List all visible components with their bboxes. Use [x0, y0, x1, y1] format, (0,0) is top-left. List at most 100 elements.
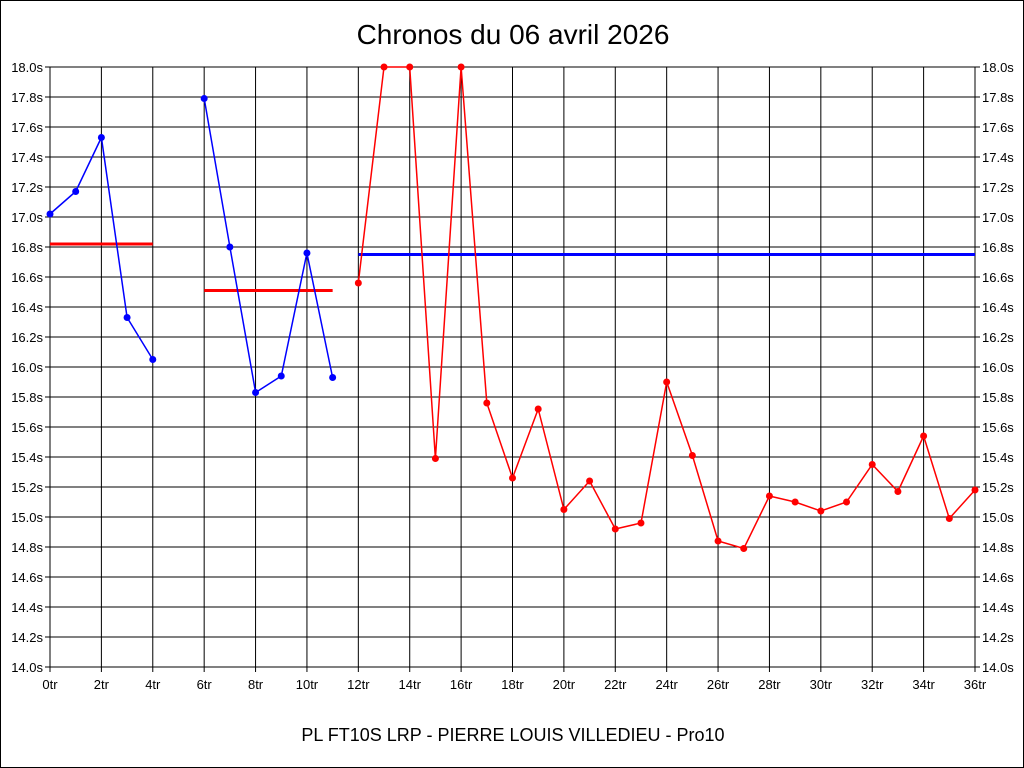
series-group [46, 63, 979, 552]
data-point [663, 378, 671, 386]
x-tick-label: 30tr [810, 677, 833, 692]
y-tick-label-right: 18.0s [982, 60, 1014, 75]
y-tick-label-right: 14.0s [982, 660, 1014, 675]
x-tick-label: 12tr [347, 677, 370, 692]
data-point [329, 374, 337, 381]
data-point [714, 537, 722, 545]
x-tick-label: 28tr [758, 677, 781, 692]
y-tick-label-right: 14.6s [982, 570, 1014, 585]
y-tick-label-left: 14.0s [11, 660, 43, 675]
y-tick-label-right: 17.2s [982, 180, 1014, 195]
y-tick-label-right: 14.8s [982, 540, 1014, 555]
y-tick-label-left: 16.6s [11, 270, 43, 285]
data-point [200, 95, 208, 102]
y-tick-label-right: 16.6s [982, 270, 1014, 285]
y-tick-label-left: 16.4s [11, 300, 43, 315]
data-point [688, 452, 696, 459]
data-point [97, 134, 105, 141]
chart-subtitle: PL FT10S LRP - PIERRE LOUIS VILLEDIEU - … [301, 725, 724, 745]
y-tick-label-left: 14.6s [11, 570, 43, 585]
x-tick-label: 14tr [399, 677, 422, 692]
data-point [817, 507, 825, 515]
x-tick-label: 0tr [42, 677, 58, 692]
x-tick-label: 22tr [604, 677, 627, 692]
y-tick-label-left: 15.8s [11, 390, 43, 405]
y-tick-label-right: 15.2s [982, 480, 1014, 495]
y-tick-label-right: 16.8s [982, 240, 1014, 255]
y-tick-label-left: 15.2s [11, 480, 43, 495]
y-tick-label-left: 16.0s [11, 360, 43, 375]
x-tick-label: 34tr [912, 677, 935, 692]
y-tick-label-left: 16.2s [11, 330, 43, 345]
y-tick-label-right: 16.4s [982, 300, 1014, 315]
data-point [406, 63, 414, 71]
data-point [765, 492, 773, 500]
y-tick-label-left: 14.4s [11, 600, 43, 615]
y-tick-label-right: 14.4s [982, 600, 1014, 615]
x-tick-label: 16tr [450, 677, 473, 692]
x-tick-label: 18tr [501, 677, 524, 692]
y-tick-label-left: 17.0s [11, 210, 43, 225]
y-tick-label-left: 14.8s [11, 540, 43, 555]
y-tick-label-right: 15.8s [982, 390, 1014, 405]
y-tick-label-left: 17.2s [11, 180, 43, 195]
data-point [252, 389, 260, 396]
average-lines [50, 242, 975, 292]
data-point [868, 461, 876, 468]
y-tick-label-right: 16.0s [982, 360, 1014, 375]
plot-border [49, 66, 976, 668]
series [354, 63, 979, 552]
data-point [380, 63, 388, 71]
y-tick-label-right: 17.0s [982, 210, 1014, 225]
data-point [894, 488, 902, 495]
data-point [123, 314, 131, 321]
data-point [46, 210, 54, 218]
y-tick-label-right: 17.4s [982, 150, 1014, 165]
y-tick-label-left: 17.6s [11, 120, 43, 135]
x-tick-label: 32tr [861, 677, 884, 692]
data-point [534, 405, 542, 413]
data-point [586, 477, 594, 485]
data-point [560, 506, 568, 513]
data-point [354, 279, 362, 287]
data-point [483, 399, 491, 407]
data-point [72, 188, 80, 195]
y-tick-label-right: 17.8s [982, 90, 1014, 105]
x-tick-label: 36tr [964, 677, 987, 692]
x-tick-label: 20tr [553, 677, 576, 692]
y-tick-label-left: 18.0s [11, 60, 43, 75]
data-point [303, 249, 311, 257]
y-tick-label-left: 15.4s [11, 450, 43, 465]
data-point [226, 243, 234, 251]
data-point [637, 519, 645, 527]
data-point [611, 525, 619, 533]
grid [45, 66, 980, 672]
data-point [149, 356, 157, 363]
data-point [509, 474, 516, 482]
y-tick-label-right: 14.2s [982, 630, 1014, 645]
y-tick-label-left: 15.0s [11, 510, 43, 525]
y-tick-label-right: 15.6s [982, 420, 1014, 435]
data-point [843, 498, 851, 506]
data-point [740, 545, 748, 552]
x-tick-label: 26tr [707, 677, 730, 692]
x-tick-label: 10tr [296, 677, 319, 692]
chart-title: Chronos du 06 avril 2026 [357, 19, 670, 50]
tick-labels: 0tr 2tr 4tr 6tr 8tr 10tr 12tr 14tr 16tr 18tr 20tr 2… [11, 60, 1014, 692]
y-tick-label-right: 17.6s [982, 120, 1014, 135]
x-tick-label: 8tr [248, 677, 264, 692]
y-tick-label-left: 15.6s [11, 420, 43, 435]
data-point [277, 372, 285, 380]
x-tick-label: 4tr [145, 677, 161, 692]
series [46, 134, 157, 363]
y-tick-label-left: 16.8s [11, 240, 43, 255]
data-point [971, 486, 979, 494]
y-tick-label-right: 15.0s [982, 510, 1014, 525]
x-tick-label: 2tr [94, 677, 110, 692]
data-point [431, 455, 439, 462]
data-point [920, 432, 928, 440]
y-tick-label-left: 17.4s [11, 150, 43, 165]
y-tick-label-right: 15.4s [982, 450, 1014, 465]
